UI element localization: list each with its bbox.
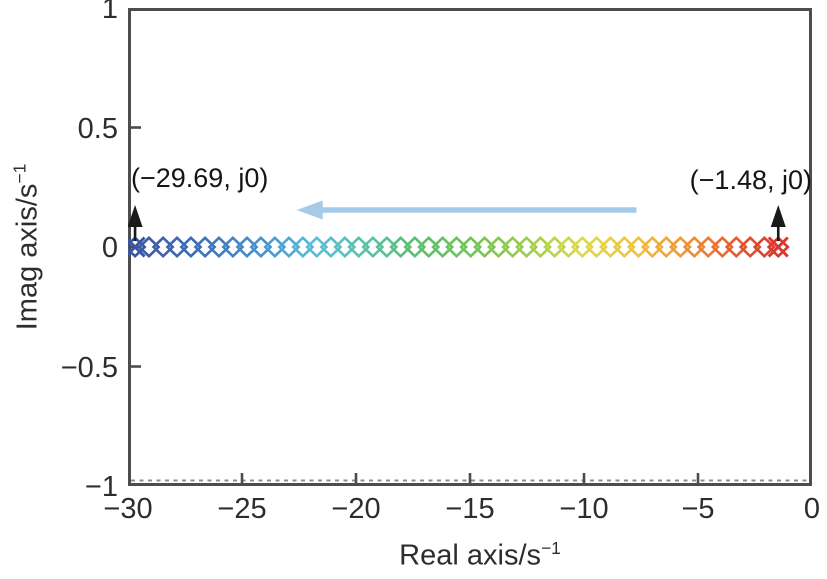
- y-tick-label: 1: [101, 0, 118, 25]
- locus-marker: [249, 235, 273, 259]
- locus-marker: [766, 235, 790, 259]
- x-tick-label: 0: [803, 493, 821, 525]
- plot-area: [128, 8, 812, 486]
- locus-marker: [473, 235, 497, 259]
- x-tick-label: −25: [217, 493, 267, 525]
- locus-marker: [263, 235, 287, 259]
- locus-marker: [417, 235, 441, 259]
- superscript: −1: [541, 538, 561, 558]
- locus-marker: [543, 235, 567, 259]
- direction-arrow-head: [296, 200, 323, 220]
- annotation-end-pole: (−1.48, j0): [689, 165, 812, 195]
- locus-marker: [570, 235, 594, 259]
- locus-marker: [515, 235, 539, 259]
- locus-marker: [459, 235, 483, 259]
- locus-marker: [375, 235, 399, 259]
- locus-marker: [585, 235, 609, 259]
- locus-marker: [235, 235, 259, 259]
- annotation-arrow-head: [128, 205, 143, 227]
- locus-marker: [501, 235, 525, 259]
- locus-marker: [361, 235, 385, 259]
- locus-marker: [431, 235, 455, 259]
- locus-marker: [627, 235, 650, 259]
- superscript: −1: [9, 163, 30, 184]
- locus-marker: [612, 235, 636, 259]
- locus-marker: [305, 235, 329, 259]
- locus-marker: [738, 235, 762, 259]
- locus-marker: [487, 235, 510, 259]
- locus-marker: [193, 235, 217, 259]
- y-tick-label: −1: [84, 471, 118, 503]
- plot-frame: [128, 8, 812, 486]
- locus-marker: [724, 235, 748, 259]
- x-tick-label: −30: [103, 493, 153, 525]
- locus-marker: [319, 235, 343, 259]
- locus-marker: [696, 235, 720, 259]
- y-tick-label: −0.5: [60, 351, 118, 384]
- start-pole-marker: [128, 236, 146, 257]
- x-axis-label: Real axis/s−1: [399, 538, 561, 572]
- y-tick-label: 0: [101, 232, 118, 264]
- x-tick-label: −20: [331, 493, 381, 525]
- locus-marker: [151, 235, 175, 259]
- locus-marker: [682, 235, 706, 259]
- locus-marker: [165, 235, 189, 259]
- x-tick-label: −5: [681, 493, 715, 525]
- y-tick-label: 0.5: [77, 112, 118, 145]
- locus-marker: [333, 235, 357, 259]
- locus-marker: [347, 235, 371, 259]
- locus-marker: [221, 235, 245, 259]
- locus-marker: [277, 235, 301, 259]
- locus-marker: [668, 235, 692, 259]
- annotation-arrow-head: [770, 205, 786, 227]
- x-tick-label: −10: [559, 493, 609, 525]
- locus-marker: [640, 235, 664, 259]
- locus-marker: [179, 235, 203, 259]
- locus-marker: [710, 235, 734, 259]
- locus-marker: [557, 235, 580, 259]
- end-pole-marker: [767, 236, 789, 258]
- locus-marker: [528, 235, 552, 259]
- locus-marker: [389, 235, 413, 259]
- locus-marker: [445, 235, 469, 259]
- annotation-start-pole: (−29.69, j0): [131, 163, 269, 193]
- x-tick-label: −15: [445, 493, 495, 525]
- locus-marker: [403, 235, 427, 259]
- locus-marker: [654, 235, 678, 259]
- locus-marker: [207, 235, 231, 259]
- locus-marker: [598, 235, 622, 259]
- locus-marker: [291, 235, 315, 259]
